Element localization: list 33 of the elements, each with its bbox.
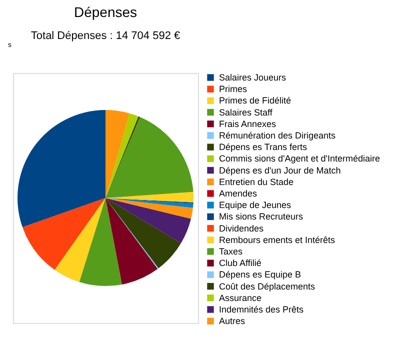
legend-label: Assurance [219,292,262,303]
legend-label: Indemnités des Prêts [219,304,304,314]
legend-label: Salaires Joueurs [219,72,287,82]
pie-slice [106,198,158,284]
legend-label: Rémunération des Dirigeants [219,130,336,140]
legend-label: Rembours ements et Intérêts [219,234,336,245]
pie-slice [106,198,194,208]
pie-slice [106,198,192,244]
legend-label: Mis sions Recruteurs [219,212,304,222]
legend-label: Dividendes [219,223,264,234]
legend-label: Club Affilié [219,258,262,268]
legend-label: Primes [219,84,248,94]
legend-label: Autres [219,316,246,326]
legend-label: Commis sions d'Agent et d'Intermédiaire [219,154,380,164]
legend-label: Dépens es Equipe B [219,270,302,280]
legend-label: Entretien du Stade [219,176,294,187]
pie-slice [106,110,130,198]
pie-slice [106,198,181,268]
legend-label: Frais Annexes [219,118,277,129]
chart-subtitle: Total Dépenses : 14 704 592 € [30,30,180,42]
legend-label: Taxes [219,246,244,256]
chart-title: Dépenses [74,4,138,20]
legend-label: Primes de Fidélité [219,96,292,106]
legend-label: Coût des Déplacements [219,281,316,292]
legend-label: Dépens es Trans ferts [219,142,308,152]
legend-label: Amendes [219,188,258,198]
legend-label: Salaires Staff [219,107,273,118]
legend-label: Equipe de Jeunes [219,200,292,210]
pie-slice [22,198,106,270]
pie-slice [54,198,106,282]
pie-slice [106,198,193,219]
pie-slice [18,110,106,228]
legend-label: Dépens es d'un Jour de Match [219,165,341,176]
